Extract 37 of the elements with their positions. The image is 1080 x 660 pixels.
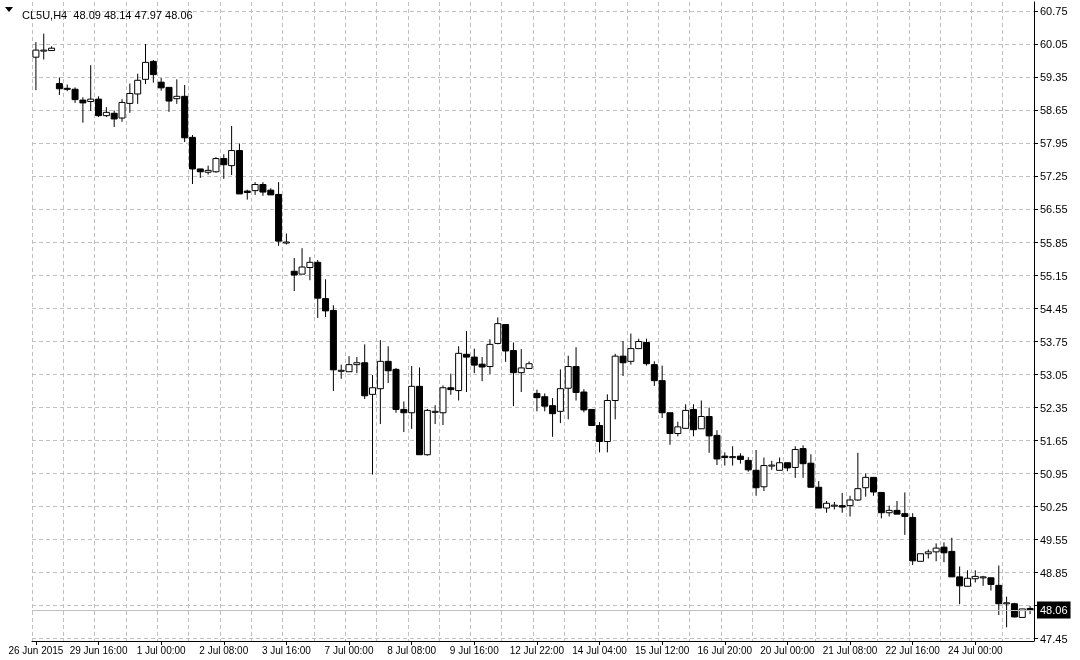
y-tick-label: 53.05 [1040,368,1068,381]
x-tick-label: 14 Jul 04:00 [572,644,628,656]
x-tick-label: 2 Jul 08:00 [199,644,249,656]
x-tick-label: 1 Jul 00:00 [136,644,187,656]
y-tick-label: 53.75 [1040,335,1068,348]
x-tick-label: 21 Jul 08:00 [822,644,878,656]
x-tick-label: 29 Jun 16:00 [69,644,128,656]
y-tick-label: 52.35 [1040,401,1068,414]
y-tick-label: 51.65 [1040,434,1068,447]
y-tick-label: 58.65 [1040,104,1068,117]
y-tick-label: 60.75 [1040,5,1068,18]
y-tick-label: 50.25 [1040,500,1068,513]
x-tick-label: 8 Jul 08:00 [387,644,437,656]
y-tick-label: 54.45 [1040,302,1068,315]
x-tick-label: 24 Jul 00:00 [948,644,1003,656]
y-tick-label: 57.25 [1040,170,1068,183]
y-tick-label: 55.85 [1040,236,1068,249]
y-tick-label: 49.55 [1040,533,1068,546]
text: CL5U,H4 48.09 48.14 47.97 48.06 [22,8,193,21]
y-tick-label: 47.45 [1040,632,1068,645]
x-tick-label: 22 Jul 16:00 [885,644,941,656]
y-tick-label: 60.05 [1040,38,1068,51]
x-tick-label: 26 Jun 2015 [8,644,64,656]
ref-line-label: 48.06 [1040,603,1068,616]
x-tick-label: 16 Jul 20:00 [697,644,753,656]
y-tick-label: 57.95 [1040,137,1068,150]
y-tick-label: 50.95 [1040,467,1068,480]
x-tick-label: 12 Jul 22:00 [509,644,565,656]
y-tick-label: 56.55 [1040,203,1068,216]
y-tick-label: 59.35 [1040,71,1068,84]
x-tick-label: 20 Jul 00:00 [760,644,816,656]
x-tick-label: 15 Jul 12:00 [634,644,690,656]
y-tick-label: 48.85 [1040,566,1068,579]
y-tick-label: 55.15 [1040,269,1068,282]
x-tick-label: 3 Jul 16:00 [261,644,312,656]
x-tick-label: 7 Jul 00:00 [324,644,374,656]
x-tick-label: 9 Jul 16:00 [449,644,500,656]
